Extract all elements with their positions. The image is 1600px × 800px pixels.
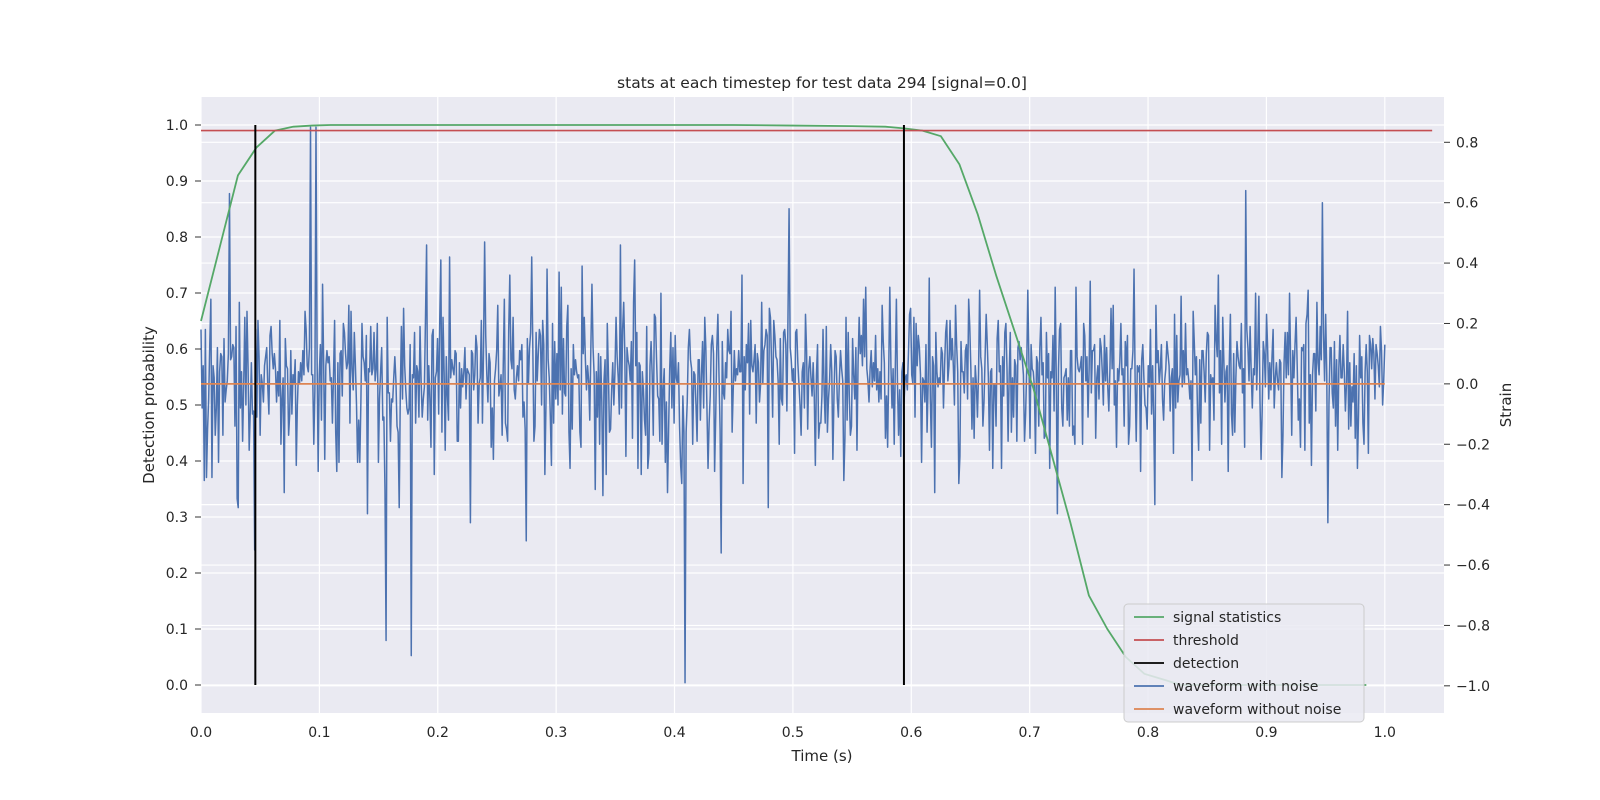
x-axis-ticks: 0.0 0.1 0.2 0.3 0.4 0.5 0.6 0.7 0.8 0.9 1.0 (190, 725, 1396, 741)
x-tick-label: 0.9 (1255, 725, 1277, 741)
y2-tick-label: 0.0 (1456, 377, 1478, 393)
x-tick-label: 0.5 (782, 725, 804, 741)
y-tick-label: 0.4 (166, 454, 188, 470)
x-tick-label: 0.8 (1137, 725, 1159, 741)
x-tick-label: 0.2 (427, 725, 449, 741)
x-tick-label: 0.3 (545, 725, 567, 741)
legend-label-clean-waveform: waveform without noise (1173, 702, 1341, 718)
y2-tick-label: 0.2 (1456, 316, 1478, 332)
y2-axis-label: Strain (1497, 383, 1515, 427)
x-axis-label: Time (s) (791, 747, 853, 765)
y2-tick-label: −0.2 (1456, 437, 1490, 453)
y-axis-label: Detection probability (140, 326, 158, 484)
y-tick-label: 0.2 (166, 566, 188, 582)
chart-title: stats at each timestep for test data 294… (617, 74, 1027, 92)
y2-tick-label: 0.8 (1456, 135, 1478, 151)
y2-axis-ticks: −1.0 −0.8 −0.6 −0.4 −0.2 0.0 0.2 0.4 0.6 0.8 (1444, 135, 1490, 695)
x-tick-label: 1.0 (1374, 725, 1396, 741)
y2-tick-label: 0.6 (1456, 196, 1478, 212)
y-tick-label: 0.5 (166, 398, 188, 414)
y-tick-label: 0.8 (166, 230, 188, 246)
y-tick-label: 0.0 (166, 678, 188, 694)
y-tick-label: 0.9 (166, 174, 188, 190)
y-tick-label: 0.6 (166, 342, 188, 358)
y2-tick-label: −1.0 (1456, 679, 1490, 695)
legend-label-signal: signal statistics (1173, 610, 1281, 626)
legend-box (1123, 603, 1365, 723)
y2-tick-label: −0.6 (1456, 558, 1490, 574)
legend-label-detection: detection (1173, 656, 1239, 672)
y-tick-label: 0.7 (166, 286, 188, 302)
y2-tick-label: −0.8 (1456, 618, 1490, 634)
y-tick-label: 1.0 (166, 118, 188, 134)
y-tick-label: 0.1 (166, 622, 188, 638)
legend-label-noisy-waveform: waveform with noise (1173, 679, 1318, 695)
y2-tick-label: −0.4 (1456, 498, 1490, 514)
x-tick-label: 0.4 (663, 725, 685, 741)
x-tick-label: 0.0 (190, 725, 212, 741)
y-axis-ticks: 0.0 0.1 0.2 0.3 0.4 0.5 0.6 0.7 0.8 0.9 1.0 (166, 118, 201, 694)
series-waveform-with-noise (200, 126, 1386, 684)
legend-label-threshold: threshold (1173, 633, 1239, 649)
x-tick-label: 0.1 (308, 725, 330, 741)
x-tick-label: 0.6 (900, 725, 922, 741)
y2-tick-label: 0.4 (1456, 256, 1478, 272)
y-tick-label: 0.3 (166, 510, 188, 526)
x-tick-label: 0.7 (1019, 725, 1041, 741)
legend: signal statistics threshold detection wa… (1123, 603, 1365, 723)
